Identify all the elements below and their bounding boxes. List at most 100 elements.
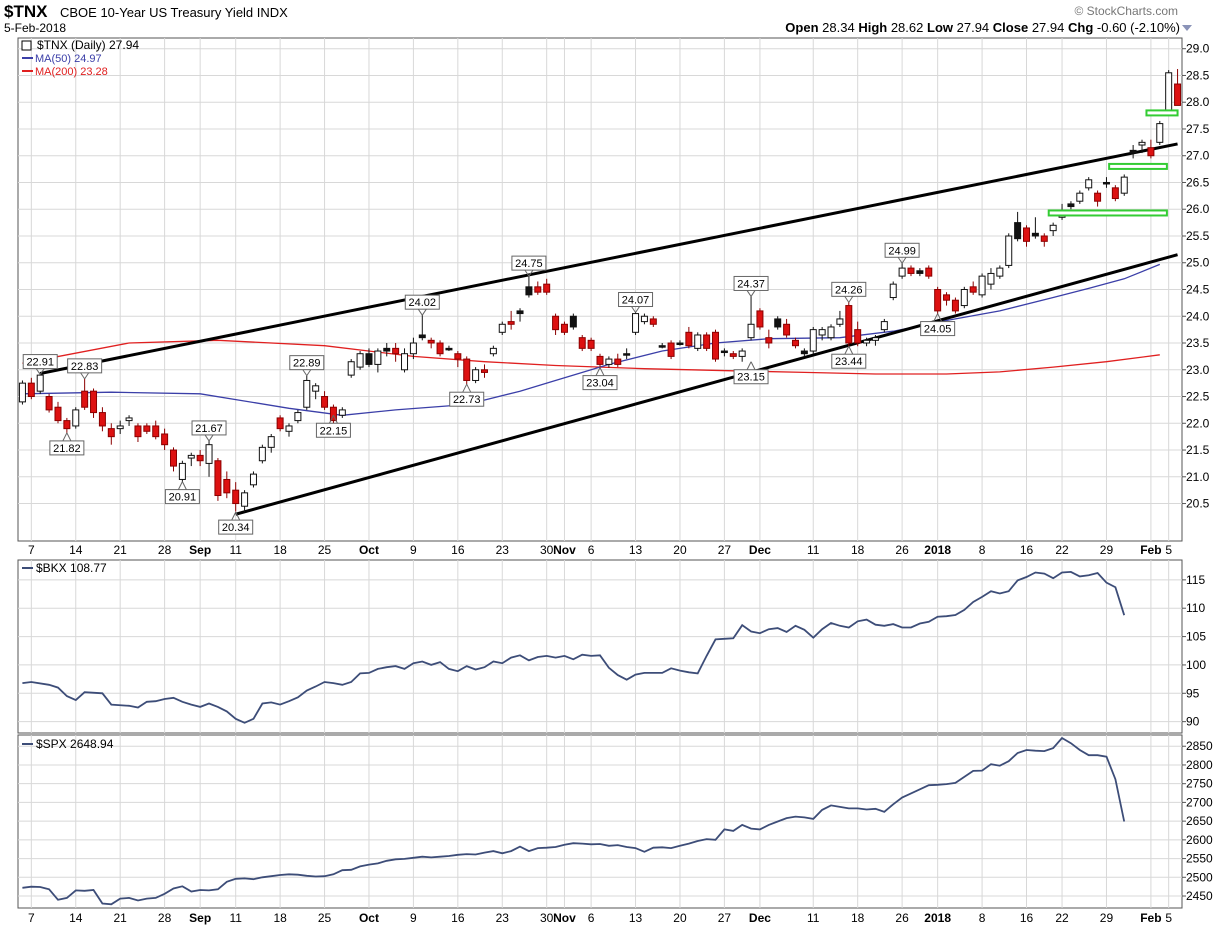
chevron-down-icon[interactable] xyxy=(1182,25,1192,31)
spx-xtick-label: 9 xyxy=(410,911,417,925)
close-value: 27.94 xyxy=(1031,20,1065,35)
candle-body xyxy=(516,310,524,315)
candle-body xyxy=(898,267,906,277)
candle-body xyxy=(552,315,560,331)
annotation-pointer xyxy=(750,290,756,297)
main-xtick-label: 7 xyxy=(28,543,35,557)
candle-body xyxy=(560,323,568,333)
main-ytick-label: 26.5 xyxy=(1186,175,1210,189)
candle-body xyxy=(161,433,169,446)
annotation-box xyxy=(733,275,769,291)
annotation-label: 24.05 xyxy=(924,324,952,336)
candle-body xyxy=(649,318,657,325)
candle-body xyxy=(738,350,746,357)
annotation-label: 23.04 xyxy=(586,378,614,390)
spx-ytick-label: 2450 xyxy=(1186,889,1213,903)
candle-body xyxy=(285,425,293,432)
spx-xtick-label: 21 xyxy=(114,911,128,925)
bkx-ytick-label: 100 xyxy=(1186,658,1206,672)
legend-ma200: MA(200) 23.28 xyxy=(35,66,108,78)
annotation-pointer xyxy=(181,481,187,490)
annotation-pointer xyxy=(177,481,183,490)
candle-body xyxy=(943,294,951,301)
candle-body xyxy=(747,323,755,339)
candle-body xyxy=(72,409,80,427)
annotation-pointer xyxy=(80,372,86,380)
candle-body xyxy=(720,350,728,354)
candle-body xyxy=(818,329,826,336)
candle-body xyxy=(854,329,862,344)
spx-xtick-label: Feb xyxy=(1140,911,1161,925)
main-ytick-label: 23.0 xyxy=(1186,363,1210,377)
candle-body xyxy=(614,358,622,365)
candle-body xyxy=(685,331,693,347)
main-ytick-label: 23.5 xyxy=(1186,336,1210,350)
candle-body xyxy=(987,272,995,285)
candle-body xyxy=(418,334,426,339)
main-xtick-label: Sep xyxy=(189,543,211,557)
main-xtick-label: 16 xyxy=(451,543,465,557)
annotation-pointer xyxy=(466,383,472,393)
spx-xtick-label: 22 xyxy=(1055,911,1069,925)
open-value: 28.34 xyxy=(822,20,855,35)
candle-body xyxy=(1138,141,1146,146)
spx-xtick-label: 20 xyxy=(673,911,687,925)
candle-body xyxy=(36,374,44,392)
candle-body xyxy=(392,347,400,355)
candle-body xyxy=(605,358,613,365)
low-label: Low xyxy=(927,20,953,35)
bkx-ytick-label: 95 xyxy=(1186,686,1200,700)
candle-body xyxy=(978,275,986,296)
annotation-box xyxy=(191,420,227,436)
chg-value: -0.60 (-2.10%) xyxy=(1096,20,1180,35)
spx-xtick-label: 23 xyxy=(496,911,510,925)
low-value: 27.94 xyxy=(956,20,990,35)
annotation-pointer xyxy=(417,308,423,316)
annotation-pointer xyxy=(631,306,636,313)
annotation-pointer xyxy=(421,308,427,316)
candle-body xyxy=(783,323,791,336)
annotation-pointer xyxy=(848,345,854,355)
spx-xtick-label: 16 xyxy=(1020,911,1034,925)
brand-link[interactable]: © StockCharts.com xyxy=(1074,4,1178,18)
candle-body xyxy=(267,436,275,448)
chart-date: 5-Feb-2018 xyxy=(4,21,67,35)
close-label: Close xyxy=(992,20,1029,35)
candle-body xyxy=(1165,72,1173,114)
annotation-label: 22.73 xyxy=(453,394,481,406)
annotation-pointer xyxy=(328,415,334,424)
annotation-box xyxy=(49,440,85,456)
annotation-box xyxy=(920,321,956,337)
main-ytick-label: 28.5 xyxy=(1186,68,1210,82)
annotation-box xyxy=(404,294,440,310)
spx-ytick-label: 2750 xyxy=(1186,777,1213,791)
candle-body xyxy=(463,358,471,381)
annotation-pointer xyxy=(235,511,241,521)
annotation-pointer xyxy=(84,372,90,380)
spx-xtick-label: Oct xyxy=(359,911,379,925)
candle-body xyxy=(63,420,71,430)
main-ytick-label: 27.5 xyxy=(1186,122,1210,136)
candle-body xyxy=(889,283,897,299)
annotation-label: 24.99 xyxy=(888,245,916,257)
spx-xtick-label: 18 xyxy=(273,911,287,925)
main-xtick-label: 11 xyxy=(807,543,820,557)
candle-body xyxy=(863,339,871,344)
annotation-label: 22.83 xyxy=(71,361,99,373)
annotation-box xyxy=(831,353,867,369)
legend-bkx: $BKX 108.77 xyxy=(36,561,107,575)
support-zone xyxy=(1145,109,1179,117)
candle-body xyxy=(383,347,391,352)
spx-ytick-label: 2550 xyxy=(1186,852,1213,866)
main-xtick-label: 16 xyxy=(1020,543,1034,557)
main-ytick-label: 24.5 xyxy=(1186,283,1210,297)
annotation-box xyxy=(164,489,200,505)
main-xtick-label: 30 xyxy=(540,543,554,557)
candle-body xyxy=(1076,192,1084,202)
annotation-pointer xyxy=(844,296,850,303)
legend-ma50: MA(50) 24.97 xyxy=(35,53,102,65)
spx-ytick-label: 2850 xyxy=(1186,739,1213,753)
candle-body xyxy=(1023,227,1031,242)
candle-body xyxy=(1094,192,1102,202)
main-xtick-label: 18 xyxy=(851,543,865,557)
